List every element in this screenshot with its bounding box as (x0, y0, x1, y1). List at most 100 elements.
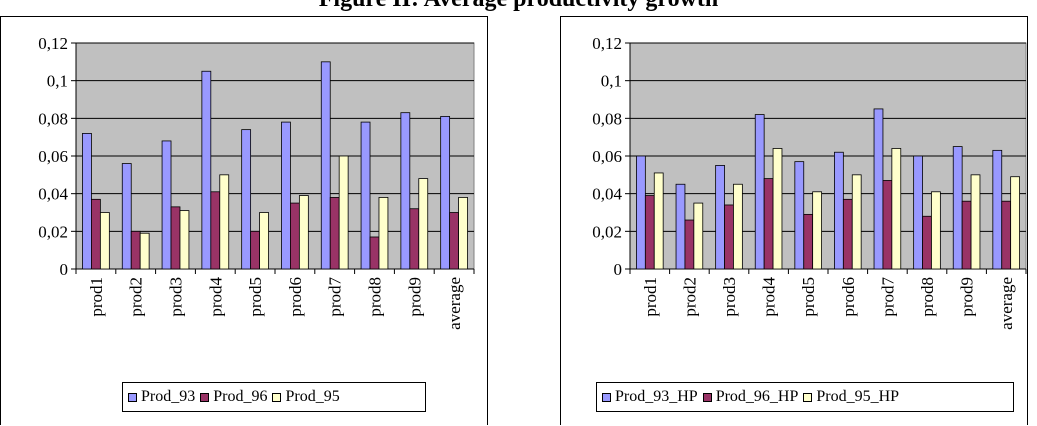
bar-prod-93-hp-prod4 (754, 114, 765, 270)
bar-prod-95-hp-prod7 (891, 148, 902, 270)
legend-swatch (602, 392, 611, 402)
legend-swatch (803, 392, 813, 402)
legend-label: Prod_95_HP (816, 388, 900, 405)
bar-prod-93-prod4 (201, 70, 212, 270)
x-tick-label: prod8 (366, 277, 385, 317)
bar-prod-93-prod5 (241, 129, 252, 270)
x-tick-label: prod1 (87, 277, 106, 317)
bar-prod-96-hp-prod4 (763, 178, 774, 270)
bar-prod-96-hp-prod5 (803, 213, 814, 270)
bar-prod-95-hp-prod4 (772, 148, 783, 270)
bar-prod-96-prod9 (409, 208, 420, 270)
y-tick-label: 0,06 (592, 147, 622, 166)
bar-prod-95-prod7 (338, 155, 349, 270)
legend-swatch (272, 392, 282, 402)
legend-item: Prod_95_HP (803, 388, 899, 406)
legend-item: Prod_93_HP (602, 388, 698, 406)
legend-swatch (128, 392, 137, 402)
legend-label: Prod_96 (213, 388, 268, 405)
bar-prod-96-prod6 (290, 202, 300, 270)
y-tick-label: 0,04 (38, 185, 68, 204)
bar-prod-93-hp-prod9 (952, 146, 963, 270)
bar-prod-93-prod6 (281, 121, 291, 270)
legend-item: Prod_95 (272, 388, 340, 406)
legend-item: Prod_93 (128, 388, 195, 406)
bar-prod-95-average (458, 197, 468, 270)
legend-label: Prod_93 (141, 388, 196, 405)
bar-prod-93-hp-prod3 (715, 165, 725, 270)
legend-item: Prod_96_HP (702, 388, 799, 406)
legend-label: Prod_96_HP (715, 388, 799, 405)
y-tick-label: 0,1 (601, 72, 622, 91)
bar-prod-96-prod7 (329, 197, 340, 270)
bar-prod-93-prod3 (161, 140, 172, 270)
y-tick-label: 0,12 (592, 34, 622, 53)
y-tick-label: 0 (614, 260, 623, 279)
bar-prod-95-prod3 (179, 210, 190, 270)
x-tick-label: prod9 (958, 277, 977, 317)
y-tick-label: 0 (60, 260, 69, 279)
bar-prod-95-hp-prod5 (812, 191, 822, 270)
x-tick-label: prod5 (799, 277, 818, 317)
x-tick-label: prod9 (405, 277, 424, 317)
bar-chart-left: 0 0,02 0,04 0,06 0,08 0,1 0,12 prod1 prod2 prod3 p… (38, 34, 475, 330)
bar-prod-96-prod5 (250, 230, 260, 270)
bar-prod-96-hp-prod2 (684, 219, 695, 270)
bar-prod-95-hp-prod6 (851, 174, 862, 270)
bar-prod-95-hp-prod8 (931, 191, 941, 270)
bar-prod-96-average (449, 212, 459, 270)
x-tick-label: prod3 (167, 277, 186, 317)
bar-prod-93-hp-prod6 (834, 151, 844, 270)
bar-prod-95-prod9 (418, 178, 429, 270)
bar-prod-93-prod2 (121, 163, 132, 270)
bar-prod-96-hp-prod3 (724, 204, 734, 270)
bar-prod-96-prod1 (91, 198, 101, 270)
x-tick-label: prod7 (326, 277, 345, 317)
bar-prod-93-prod1 (82, 133, 92, 270)
x-tick-label: prod4 (760, 277, 779, 317)
legend-label: Prod_95 (285, 388, 340, 405)
chart-panel-right: 0 0,02 0,04 0,06 0,08 0,1 0,12 prod1 prod2 prod3 p… (560, 16, 1028, 425)
bar-prod-93-hp-average (992, 149, 1003, 270)
bar-prod-95-hp-prod1 (653, 172, 664, 270)
bar-prod-96-hp-prod1 (644, 195, 655, 270)
bar-prod-96-prod4 (210, 191, 221, 270)
x-tick-label: average (445, 277, 464, 330)
y-tick-label: 0,12 (38, 34, 68, 53)
y-tick-label: 0,02 (38, 222, 68, 241)
y-tick-label: 0,04 (592, 185, 622, 204)
bar-chart-right: 0 0,02 0,04 0,06 0,08 0,1 0,12 prod1 prod2 prod3 p… (592, 34, 1027, 330)
bar-prod-96-hp-prod6 (842, 198, 853, 270)
x-tick-label: prod4 (206, 277, 225, 317)
chart-panel-left: 0 0,02 0,04 0,06 0,08 0,1 0,12 prod1 prod2 prod3 p… (0, 16, 488, 425)
bar-prod-93-hp-prod5 (794, 161, 805, 270)
y-tick-label: 0,08 (38, 109, 68, 128)
bar-prod-95-prod8 (378, 197, 389, 270)
legend-item: Prod_96 (200, 388, 267, 406)
bar-prod-95-prod1 (99, 212, 110, 270)
bar-prod-93-prod9 (400, 112, 411, 270)
x-tick-label: average (997, 277, 1016, 330)
x-tick-label: prod3 (720, 277, 739, 317)
x-tick-label: prod1 (641, 277, 660, 317)
bar-prod-93-hp-prod1 (636, 155, 646, 270)
bar-prod-93-prod8 (360, 121, 371, 270)
bar-prod-93-hp-prod8 (913, 155, 923, 270)
y-tick-label: 0,02 (592, 222, 622, 241)
x-tick-label: prod8 (918, 277, 937, 317)
legend-left: Prod_93 Prod_96 Prod_95 (122, 382, 426, 412)
bar-prod-95-prod6 (298, 195, 309, 270)
y-tick-label: 0,1 (47, 72, 68, 91)
bar-prod-96-hp-prod9 (961, 200, 972, 270)
bar-prod-96-hp-average (1001, 200, 1012, 270)
legend-right: Prod_93_HP Prod_96_HP Prod_95_HP (596, 382, 1014, 412)
figure-title: Figure II: Average productivity growth (0, 0, 1037, 11)
x-tick-label: prod6 (839, 277, 858, 317)
legend-swatch (200, 392, 210, 402)
bar-prod-95-hp-prod2 (693, 202, 704, 270)
bar-prod-95-hp-prod9 (970, 174, 981, 270)
legend-label: Prod_93_HP (615, 388, 698, 405)
bar-prod-96-hp-prod7 (882, 180, 893, 270)
bar-prod-93-prod7 (320, 61, 331, 270)
x-tick-label: prod7 (878, 277, 897, 317)
